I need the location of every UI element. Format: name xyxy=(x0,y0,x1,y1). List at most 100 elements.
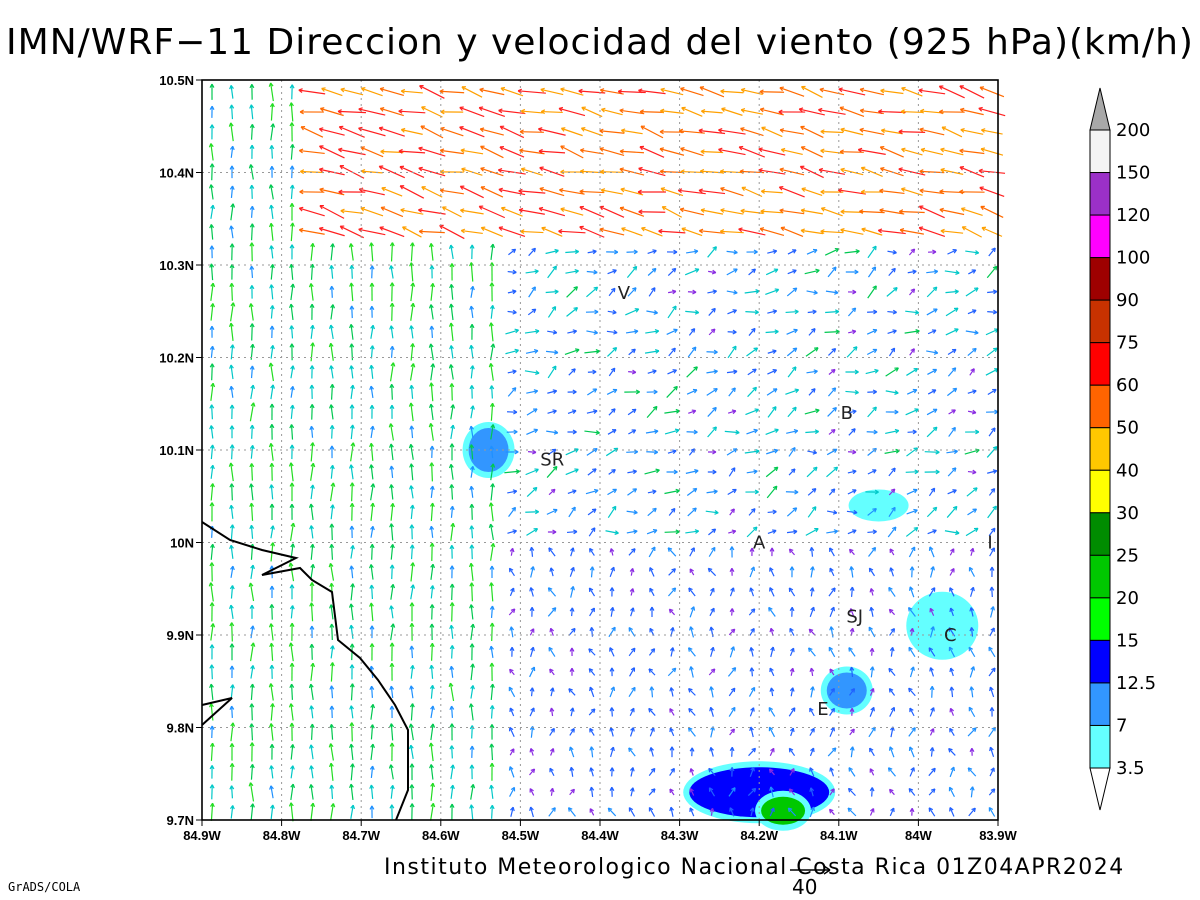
wind-arrow xyxy=(369,643,375,661)
wind-arrow xyxy=(369,685,375,698)
wind-arrow xyxy=(929,747,935,757)
wind-arrow xyxy=(504,469,520,475)
wind-arrow xyxy=(720,89,744,94)
wind-arrow xyxy=(647,489,657,495)
wind-arrow xyxy=(545,349,559,355)
lon-label: 84.8W xyxy=(263,828,301,843)
wind-arrow xyxy=(469,485,475,498)
wind-arrow xyxy=(249,703,255,721)
wind-arrow xyxy=(669,727,675,737)
wind-arrow xyxy=(829,808,835,816)
wind-arrow xyxy=(867,285,877,299)
wind-arrow xyxy=(720,186,744,197)
wind-arrow xyxy=(529,587,534,597)
wind-arrow xyxy=(947,467,957,477)
wind-arrow xyxy=(409,664,415,679)
wind-arrow xyxy=(579,205,605,218)
wind-arrow xyxy=(449,803,455,820)
wind-arrow xyxy=(439,169,464,175)
wind-arrow xyxy=(408,402,414,422)
wind-arrow xyxy=(708,668,716,676)
wind-arrow xyxy=(508,766,515,778)
wind-arrow xyxy=(547,587,557,597)
wind-arrow xyxy=(567,429,577,435)
wind-arrow xyxy=(450,522,456,541)
wind-arrow xyxy=(869,787,875,797)
wind-arrow xyxy=(909,627,915,636)
wind-arrow xyxy=(547,409,557,414)
wind-arrow xyxy=(807,506,817,518)
wind-arrow xyxy=(907,269,917,275)
wind-arrow xyxy=(380,206,404,218)
wind-arrow xyxy=(429,542,435,561)
wind-arrow xyxy=(888,746,895,758)
wind-arrow xyxy=(906,388,918,395)
wind-arrow xyxy=(607,488,618,496)
wind-arrow xyxy=(888,667,896,677)
wind-arrow xyxy=(769,747,775,756)
wind-arrow xyxy=(441,206,462,218)
wind-arrow xyxy=(698,228,725,234)
wind-arrow xyxy=(847,449,857,455)
wind-arrow xyxy=(309,602,315,622)
wind-arrow xyxy=(869,768,875,776)
wind-arrow xyxy=(827,407,837,417)
wind-arrow xyxy=(229,665,235,679)
wind-arrow xyxy=(389,325,394,339)
wind-arrow xyxy=(767,369,778,375)
wind-arrow xyxy=(389,784,395,799)
wind-arrow xyxy=(309,643,315,660)
wind-arrow xyxy=(319,204,345,219)
wind-arrow xyxy=(329,623,335,641)
wind-arrow xyxy=(329,482,336,502)
wind-arrow xyxy=(587,468,597,476)
wind-arrow xyxy=(329,543,335,560)
wind-arrow xyxy=(606,249,619,255)
wind-arrow xyxy=(729,567,735,576)
wind-arrow xyxy=(959,107,984,116)
wind-arrow xyxy=(369,805,375,819)
wind-arrow xyxy=(478,205,506,219)
wind-arrow xyxy=(318,127,345,136)
wind-arrow xyxy=(926,408,938,416)
wind-arrow xyxy=(269,585,275,598)
wind-arrow xyxy=(718,147,746,156)
wind-arrow xyxy=(409,325,414,339)
wind-arrow xyxy=(409,463,414,481)
wind-arrow xyxy=(668,568,676,576)
wind-arrow xyxy=(369,584,375,600)
city-label: E xyxy=(817,699,828,720)
wind-arrow xyxy=(778,185,805,198)
wind-arrow xyxy=(968,646,976,658)
colorbar-label: 40 xyxy=(1116,460,1139,481)
wind-arrow xyxy=(527,308,537,316)
wind-arrow xyxy=(208,143,214,161)
wind-arrow xyxy=(448,364,454,380)
wind-arrow xyxy=(619,149,645,154)
wind-arrow xyxy=(847,807,857,817)
wind-arrow xyxy=(360,206,384,217)
wind-arrow xyxy=(508,248,517,256)
wind-arrow xyxy=(645,329,660,334)
wind-arrow xyxy=(700,208,724,215)
wind-arrow xyxy=(929,566,935,578)
wind-arrow xyxy=(369,242,374,262)
wind-arrow xyxy=(229,805,235,819)
wind-arrow xyxy=(928,249,937,255)
wind-arrow xyxy=(908,248,916,256)
wind-arrow xyxy=(209,245,215,259)
speed-area-3.5 xyxy=(912,597,973,654)
wind-arrow xyxy=(209,124,215,140)
wind-arrow xyxy=(628,807,636,817)
wind-arrow xyxy=(947,348,957,355)
wind-arrow xyxy=(918,88,946,95)
wind-arrow xyxy=(646,528,658,535)
wind-arrow xyxy=(209,224,215,240)
wind-arrow xyxy=(967,767,977,777)
wind-arrow xyxy=(526,486,538,497)
speed-shading xyxy=(462,422,979,831)
wind-arrow xyxy=(668,608,676,616)
lat-label: 10.1N xyxy=(159,443,194,458)
wind-arrow xyxy=(527,449,537,455)
wind-arrow xyxy=(828,646,836,658)
